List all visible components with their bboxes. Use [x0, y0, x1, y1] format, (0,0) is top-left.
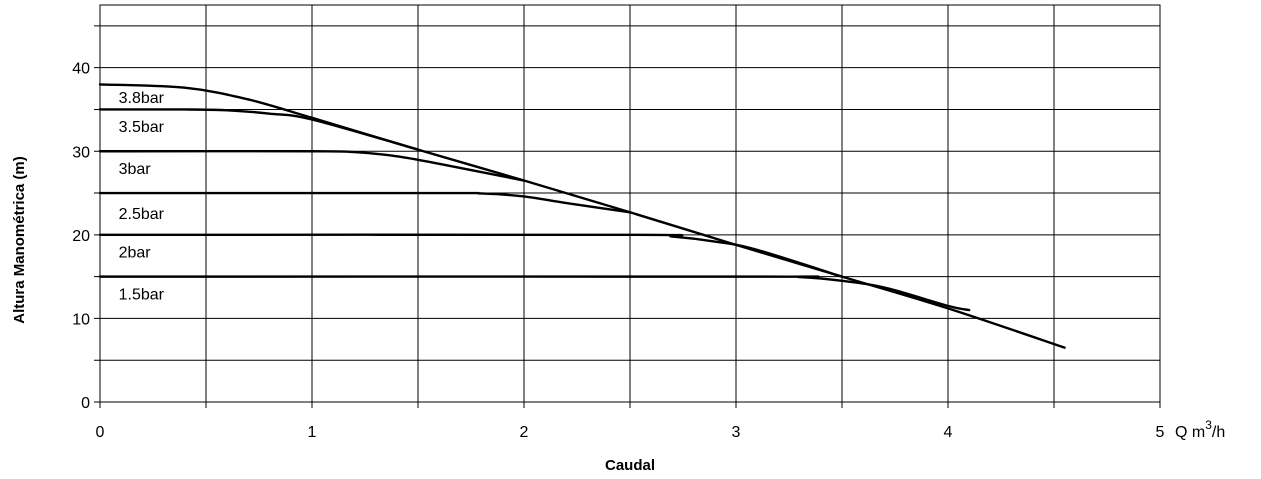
x-tick-label: 1	[308, 424, 317, 441]
pressure-curves	[98, 83, 1066, 349]
curve-1-5bar	[98, 275, 971, 312]
curve-label: 3.8bar	[119, 90, 165, 107]
curve-3-5bar	[98, 108, 420, 151]
x-tick-label: 0	[96, 424, 105, 441]
x-tick-label: 2	[520, 424, 529, 441]
grid	[94, 4, 1161, 408]
x-unit-superscript: 3	[1205, 418, 1212, 432]
y-tick-label: 10	[72, 311, 90, 328]
y-tick-label: 20	[72, 228, 90, 245]
curve-3-8bar	[98, 83, 1066, 349]
x-tick-label: 5	[1156, 424, 1165, 441]
x-unit-prefix: Q m	[1175, 424, 1205, 441]
x-tick-label: 3	[732, 424, 741, 441]
x-unit-suffix: /h	[1212, 424, 1225, 441]
curve-labels: 3.8bar 3.5bar 3bar 2.5bar 2bar 1.5bar	[119, 90, 165, 303]
axis-ticks: 0 1 2 3 4 5 0 10 20 30 40	[72, 61, 1164, 441]
curve-label: 2bar	[119, 245, 152, 262]
curve-2bar	[98, 233, 844, 278]
y-tick-label: 30	[72, 144, 90, 161]
curve-3bar	[98, 149, 526, 182]
curve-label: 3bar	[119, 161, 152, 178]
curve-label: 2.5bar	[119, 206, 165, 223]
y-axis-title: Altura Manométrica (m)	[11, 156, 28, 324]
curve-2-5bar	[98, 191, 632, 214]
x-axis-unit: Q m3/h	[1175, 418, 1225, 441]
y-tick-label: 40	[72, 61, 90, 78]
x-axis-title: Caudal	[605, 457, 655, 474]
curve-label: 3.5bar	[119, 119, 165, 136]
curve-label: 1.5bar	[119, 286, 165, 303]
x-tick-label: 4	[944, 424, 953, 441]
y-tick-label: 0	[81, 395, 90, 412]
